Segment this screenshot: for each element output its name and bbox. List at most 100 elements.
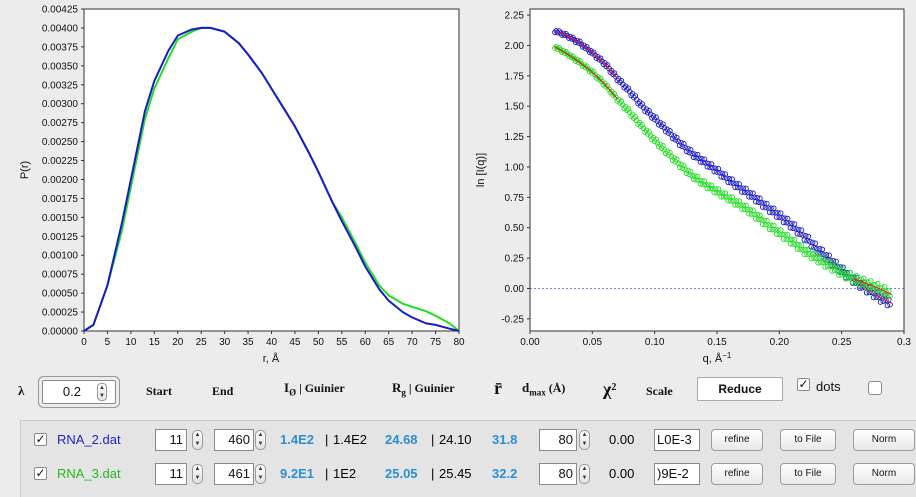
i0-refined-value: 1.4E2	[280, 432, 314, 447]
pr-x-tick-label: 30	[219, 337, 231, 348]
intensity-point	[686, 149, 693, 156]
intensity-point	[876, 294, 882, 300]
extra-checkbox[interactable]	[868, 381, 882, 395]
lambda-stepper-icon[interactable]: ▲ ▼	[97, 383, 107, 401]
intensity-point	[704, 185, 711, 192]
scale-column-header: Scale	[646, 384, 673, 398]
to-file-button[interactable]: to File	[780, 463, 836, 485]
end-index-field[interactable]: 461	[214, 463, 254, 485]
intensity-point	[826, 258, 832, 265]
rg-header-rest: | Guinier	[405, 381, 455, 395]
intensity-point	[862, 280, 868, 286]
refine-button[interactable]: refine	[711, 463, 763, 485]
dmax-stepper-icon[interactable]: ▲ ▼	[579, 464, 590, 484]
pr-x-tick-label: 0	[81, 337, 87, 348]
intensity-point	[592, 72, 598, 78]
intensity-point	[779, 214, 785, 221]
intensity-point	[849, 279, 856, 285]
intensity-point	[816, 246, 823, 252]
intensity-plot: 2.25 2.00 1.75 1.50 1.25 1.00 0.75 0.50 0.25 0.00…	[470, 0, 916, 370]
intensity-point	[809, 239, 816, 246]
dmax-field[interactable]: 80	[539, 429, 577, 451]
rg-refined-value: 24.68	[385, 432, 418, 447]
i0-column-header: IØ | Guinier	[284, 380, 345, 397]
intensity-point	[568, 54, 575, 61]
intensity-point	[690, 176, 697, 182]
intensity-point	[693, 176, 699, 183]
to-file-button[interactable]: to File	[780, 429, 836, 451]
rg-refined-value: 25.05	[385, 466, 418, 481]
i0-refined-value: 9.2E1	[280, 466, 314, 481]
intensity-point	[596, 56, 603, 63]
pr-y-tick-label: 0.00275	[42, 118, 79, 129]
start-stepper-icon[interactable]: ▲ ▼	[192, 430, 203, 450]
start-index-field[interactable]: 11	[155, 429, 187, 451]
dmax-stepper-icon[interactable]: ▲ ▼	[579, 430, 590, 450]
pr-x-ticks: 0 5 10 15 20 25 30 35 40 45 50 55 60 65 70 75 80	[81, 331, 465, 348]
intensity-point	[819, 254, 826, 261]
intensity-point	[699, 177, 705, 184]
intensity-point	[861, 275, 867, 282]
pr-x-tick-label: 60	[360, 337, 372, 348]
dots-checkbox[interactable]: ✓	[797, 377, 810, 391]
intensity-point	[653, 136, 659, 142]
intensity-point	[869, 283, 875, 289]
end-stepper-icon[interactable]: ▲ ▼	[255, 464, 266, 484]
scale-field[interactable]: )9E-2	[654, 463, 700, 485]
i0-guinier-value: 1.4E2	[333, 432, 367, 447]
intensity-point	[578, 60, 585, 67]
lambda-label: λ	[18, 383, 25, 398]
dataset-checkbox[interactable]: ✓	[34, 432, 47, 446]
pr-x-tick-label: 70	[407, 337, 419, 348]
rbar-value: 32.2	[492, 466, 518, 481]
start-stepper-icon[interactable]: ▲ ▼	[192, 464, 203, 484]
intensity-point	[838, 271, 845, 278]
pr-y-tick-label: 0.00125	[42, 232, 79, 243]
intensity-point	[690, 154, 697, 161]
rg-guinier-value: 25.45	[439, 466, 472, 481]
intensity-y-tick-label: 1.25	[505, 132, 525, 143]
intensity-point	[699, 156, 705, 162]
scale-field[interactable]: L0E-3	[654, 429, 700, 451]
pr-y-ticks: 0.00425 0.00400 0.00375 0.00350 0.00325 0.003…	[42, 5, 84, 338]
refine-button[interactable]: refine	[711, 429, 763, 451]
pr-y-tick-label: 0.00300	[42, 99, 79, 110]
pr-y-tick-label: 0.00375	[42, 42, 79, 53]
lambda-spinbox[interactable]: 0.2 ▲ ▼	[42, 380, 116, 404]
intensity-point	[589, 50, 596, 57]
norm-button[interactable]: Norm	[853, 463, 915, 485]
reduce-button[interactable]: Reduce	[697, 377, 783, 401]
intensity-point	[592, 52, 598, 58]
intensity-point	[589, 70, 596, 76]
pr-x-tick-label: 65	[383, 337, 395, 348]
intensity-point	[884, 302, 891, 309]
intensity-point	[802, 232, 809, 239]
intensity-point	[793, 241, 799, 248]
dataset-checkbox[interactable]: ✓	[34, 466, 47, 480]
dmax-field[interactable]: 80	[539, 463, 577, 485]
intensity-x-tick-label: 0.05	[583, 337, 603, 348]
intensity-x-tick-label: 0.00	[520, 337, 540, 348]
intensity-point	[578, 41, 585, 47]
intensity-point	[870, 294, 877, 301]
end-index-field[interactable]: 460	[214, 429, 254, 451]
intensity-y-tick-label: 2.25	[505, 11, 525, 22]
intensity-point	[844, 270, 850, 277]
intensity-point	[679, 165, 686, 172]
intensity-point	[836, 272, 842, 278]
intensity-point	[819, 246, 826, 253]
norm-button[interactable]: Norm	[853, 429, 915, 451]
end-stepper-icon[interactable]: ▲ ▼	[255, 430, 266, 450]
start-index-field[interactable]: 11	[155, 463, 187, 485]
intensity-x-tick-label: 0.10	[645, 337, 665, 348]
pr-y-tick-label: 0.00000	[42, 327, 79, 338]
intensity-point	[707, 164, 713, 171]
intensity-point	[868, 278, 874, 284]
column-header-bar: λ 0.2 ▲ ▼ Start End IØ | Guinier Rg | Gui…	[0, 372, 916, 408]
intensity-y-tick-label: 1.75	[505, 71, 525, 82]
intensity-y-tick-label: 0.25	[505, 254, 525, 265]
intensity-point	[841, 271, 848, 277]
intensity-x-ticks: 0.00 0.05 0.10 0.15 0.20 0.25 0.3	[520, 331, 911, 348]
dmax-header-main: d	[522, 380, 530, 395]
intensity-point	[679, 143, 686, 150]
